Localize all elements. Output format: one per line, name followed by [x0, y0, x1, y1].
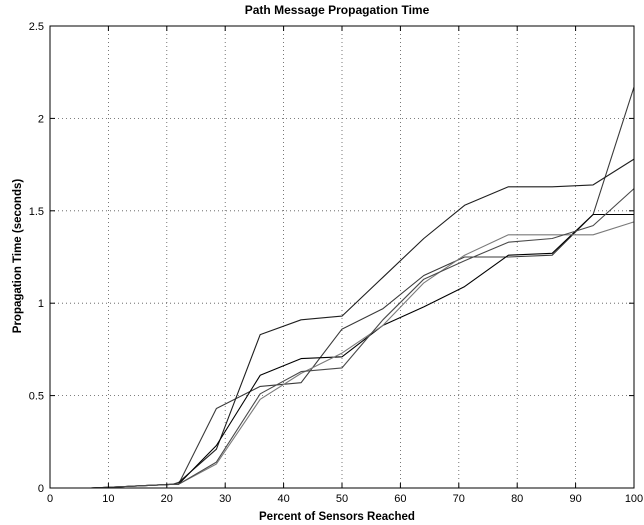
series-layer — [90, 86, 635, 489]
chart-title: Path Message Propagation Time — [245, 3, 430, 17]
x-tick-label: 50 — [336, 493, 348, 505]
series-line-5 — [90, 188, 635, 489]
y-tick-label: 2.5 — [29, 21, 44, 33]
y-axis-label: Propagation Time (seconds) — [12, 179, 24, 334]
x-tick-label: 70 — [453, 493, 465, 505]
x-tick-label: 80 — [511, 493, 523, 505]
y-tick-label: 1 — [38, 298, 44, 310]
x-axis-label: Percent of Sensors Reached — [259, 511, 415, 523]
series-line-1 — [90, 86, 635, 489]
x-tick-label: 60 — [394, 493, 406, 505]
x-tick-label: 90 — [569, 493, 581, 505]
x-tick-label: 10 — [102, 493, 114, 505]
x-tick-label: 20 — [161, 493, 173, 505]
x-tick-label: 0 — [47, 493, 53, 505]
series-line-4 — [90, 221, 635, 489]
y-tick-label: 0 — [38, 483, 44, 495]
grid-layer — [50, 26, 634, 488]
x-tick-label: 100 — [625, 493, 643, 505]
y-tick-label: 0.5 — [29, 391, 44, 403]
x-tick-label: 30 — [219, 493, 231, 505]
y-tick-label: 1.5 — [29, 206, 44, 218]
x-tick-label: 40 — [277, 493, 289, 505]
series-line-2 — [90, 158, 635, 489]
tick-layer: 0 10 20 30 40 50 60 70 80 90 100 0 0.5 1 1.5 2 2.5 — [29, 21, 643, 505]
y-tick-label: 2 — [38, 113, 44, 125]
